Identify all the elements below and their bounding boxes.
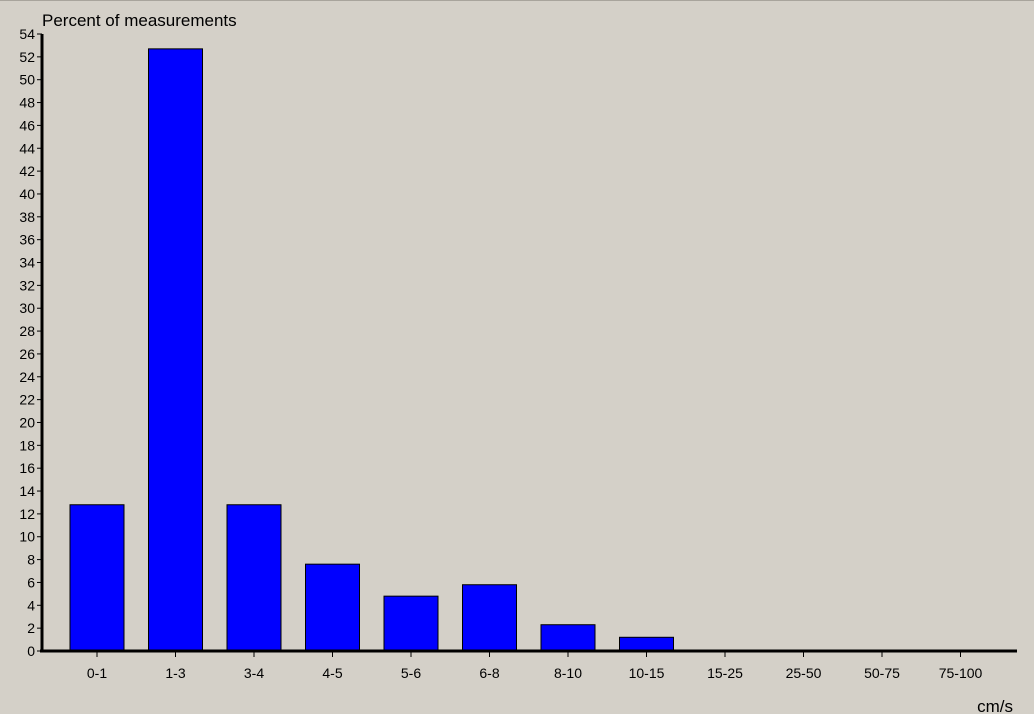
y-tick-label: 52: [19, 49, 35, 65]
y-tick-label: 6: [27, 574, 35, 590]
y-tick-label: 38: [19, 209, 35, 225]
y-tick-label: 8: [27, 552, 35, 568]
x-axis-ticks: 0-1 1-3 3-4 4-5 5-6 6-8 8-10 10-15 15-25 25-50 50-…: [87, 651, 983, 681]
y-tick-label: 46: [19, 117, 35, 133]
y-tick-label: 32: [19, 277, 35, 293]
y-tick-label: 42: [19, 163, 35, 179]
y-tick-label: 10: [19, 529, 35, 545]
x-tick-label: 75-100: [939, 665, 983, 681]
y-tick-label: 26: [19, 346, 35, 362]
x-tick-label: 25-50: [786, 665, 822, 681]
y-tick-label: 22: [19, 392, 35, 408]
bar-series: [69, 48, 674, 652]
y-tick-label: 14: [19, 483, 35, 499]
x-tick-label: 10-15: [629, 665, 665, 681]
x-tick-label: 0-1: [87, 665, 107, 681]
y-tick-label: 0: [27, 643, 35, 659]
bar-5-6: [383, 595, 439, 652]
y-tick-label: 12: [19, 506, 35, 522]
x-tick-label: 8-10: [554, 665, 582, 681]
x-tick-label: 6-8: [479, 665, 499, 681]
y-tick-label: 30: [19, 300, 35, 316]
x-tick-label: 5-6: [401, 665, 421, 681]
bar-1-3: [148, 48, 203, 652]
y-tick-label: 48: [19, 95, 35, 111]
x-tick-label: 3-4: [244, 665, 264, 681]
y-tick-label: 50: [19, 72, 35, 88]
y-tick-label: 18: [19, 437, 35, 453]
y-tick-label: 44: [19, 140, 35, 156]
bar-10-15: [619, 636, 674, 652]
y-axis-label: Percent of measurements: [42, 11, 237, 30]
x-tick-label: 50-75: [864, 665, 900, 681]
x-tick-label: 4-5: [322, 665, 342, 681]
y-tick-label: 28: [19, 323, 35, 339]
bar-0-1: [69, 504, 125, 652]
y-axis-ticks: 0246810121416182022242628303234363840424…: [19, 26, 42, 659]
y-tick-label: 40: [19, 186, 35, 202]
bar-4-5: [305, 563, 360, 652]
x-tick-label: 1-3: [165, 665, 185, 681]
bar-8-10: [540, 624, 596, 652]
bar-6-8: [462, 584, 517, 652]
y-tick-label: 54: [19, 26, 35, 42]
y-tick-label: 20: [19, 414, 35, 430]
y-tick-label: 34: [19, 255, 35, 271]
x-axis-label: cm/s: [977, 697, 1013, 714]
y-tick-label: 2: [27, 620, 35, 636]
y-tick-label: 24: [19, 369, 35, 385]
bar-3-4: [226, 504, 282, 652]
y-tick-label: 16: [19, 460, 35, 476]
y-tick-label: 4: [27, 597, 35, 613]
x-tick-label: 15-25: [707, 665, 743, 681]
y-tick-label: 36: [19, 232, 35, 248]
